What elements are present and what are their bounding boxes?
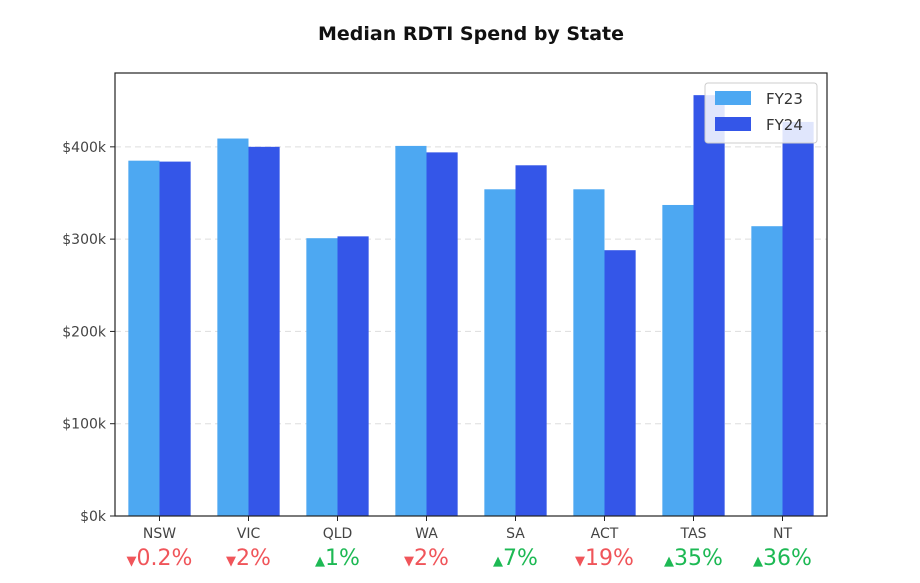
legend-swatch-fy23: [715, 91, 751, 105]
plot-frame: [114, 72, 828, 517]
bar-fy24-act: [604, 250, 636, 516]
bar-fy24-sa: [515, 165, 547, 516]
bar-fy24-vic: [248, 146, 280, 517]
triangle-down-icon: ▼: [127, 554, 137, 569]
triangle-down-icon: ▼: [575, 554, 585, 569]
change-value: 19%: [585, 546, 634, 571]
change-label-wa: ▼2%: [404, 546, 449, 571]
legend: FY23 FY24: [704, 82, 818, 144]
legend-label-fy24: FY24: [766, 116, 803, 134]
x-tick-label: NT: [773, 526, 792, 542]
x-tick-label: TAS: [680, 526, 707, 542]
bar-fy23-vic: [217, 138, 249, 516]
triangle-up-icon: ▲: [664, 554, 674, 569]
bar-fy24-nsw: [159, 161, 191, 516]
triangle-up-icon: ▲: [753, 554, 763, 569]
change-value: 1%: [325, 546, 360, 571]
bar-fy24-wa: [426, 152, 458, 516]
chart-title: Median RDTI Spend by State: [318, 23, 624, 45]
change-value: 2%: [236, 546, 271, 571]
triangle-up-icon: ▲: [493, 554, 503, 569]
bars: [128, 95, 814, 517]
triangle-down-icon: ▼: [226, 554, 236, 569]
x-tick-label: ACT: [591, 526, 619, 542]
y-tick-label: $100k: [62, 417, 107, 433]
triangle-down-icon: ▼: [404, 554, 414, 569]
x-tick-label: SA: [506, 526, 525, 542]
legend-label-fy23: FY23: [766, 90, 803, 108]
change-value: 2%: [414, 546, 449, 571]
bar-fy24-nt: [782, 121, 814, 516]
bar-fy23-nsw: [128, 160, 160, 517]
y-axis: $0k $100k $200k $300k $400k: [62, 140, 115, 525]
change-labels: ▼0.2% ▼2% ▲1% ▼2% ▲7% ▼19% ▲35% ▲36%: [127, 546, 812, 571]
change-value: 0.2%: [137, 546, 193, 571]
bar-fy23-act: [573, 189, 605, 516]
change-label-vic: ▼2%: [226, 546, 271, 571]
y-tick-label: $300k: [62, 232, 107, 248]
bar-fy24-qld: [337, 236, 369, 516]
triangle-up-icon: ▲: [315, 554, 325, 569]
change-label-qld: ▲1%: [315, 546, 360, 571]
bar-fy23-wa: [395, 145, 427, 517]
change-value: 7%: [503, 546, 538, 571]
legend-swatch-fy24: [715, 117, 751, 131]
bar-fy23-qld: [306, 238, 338, 516]
bar-fy23-tas: [662, 204, 694, 516]
change-value: 36%: [763, 546, 812, 571]
bar-fy24-tas: [693, 95, 725, 517]
x-tick-label: QLD: [323, 526, 353, 542]
change-label-tas: ▲35%: [664, 546, 723, 571]
y-tick-label: $200k: [62, 324, 107, 340]
y-tick-label: $0k: [80, 509, 107, 525]
change-label-sa: ▲7%: [493, 546, 538, 571]
bar-fy23-sa: [484, 189, 516, 516]
change-label-nsw: ▼0.2%: [127, 546, 193, 571]
bar-fy23-nt: [751, 226, 783, 516]
change-label-act: ▼19%: [575, 546, 634, 571]
x-tick-label: VIC: [237, 526, 261, 542]
x-tick-label: WA: [415, 526, 438, 542]
x-axis: NSW VIC QLD WA SA ACT TAS NT: [143, 516, 792, 542]
y-tick-label: $400k: [62, 140, 107, 156]
x-tick-label: NSW: [143, 526, 176, 542]
change-label-nt: ▲36%: [753, 546, 812, 571]
change-value: 35%: [674, 546, 723, 571]
